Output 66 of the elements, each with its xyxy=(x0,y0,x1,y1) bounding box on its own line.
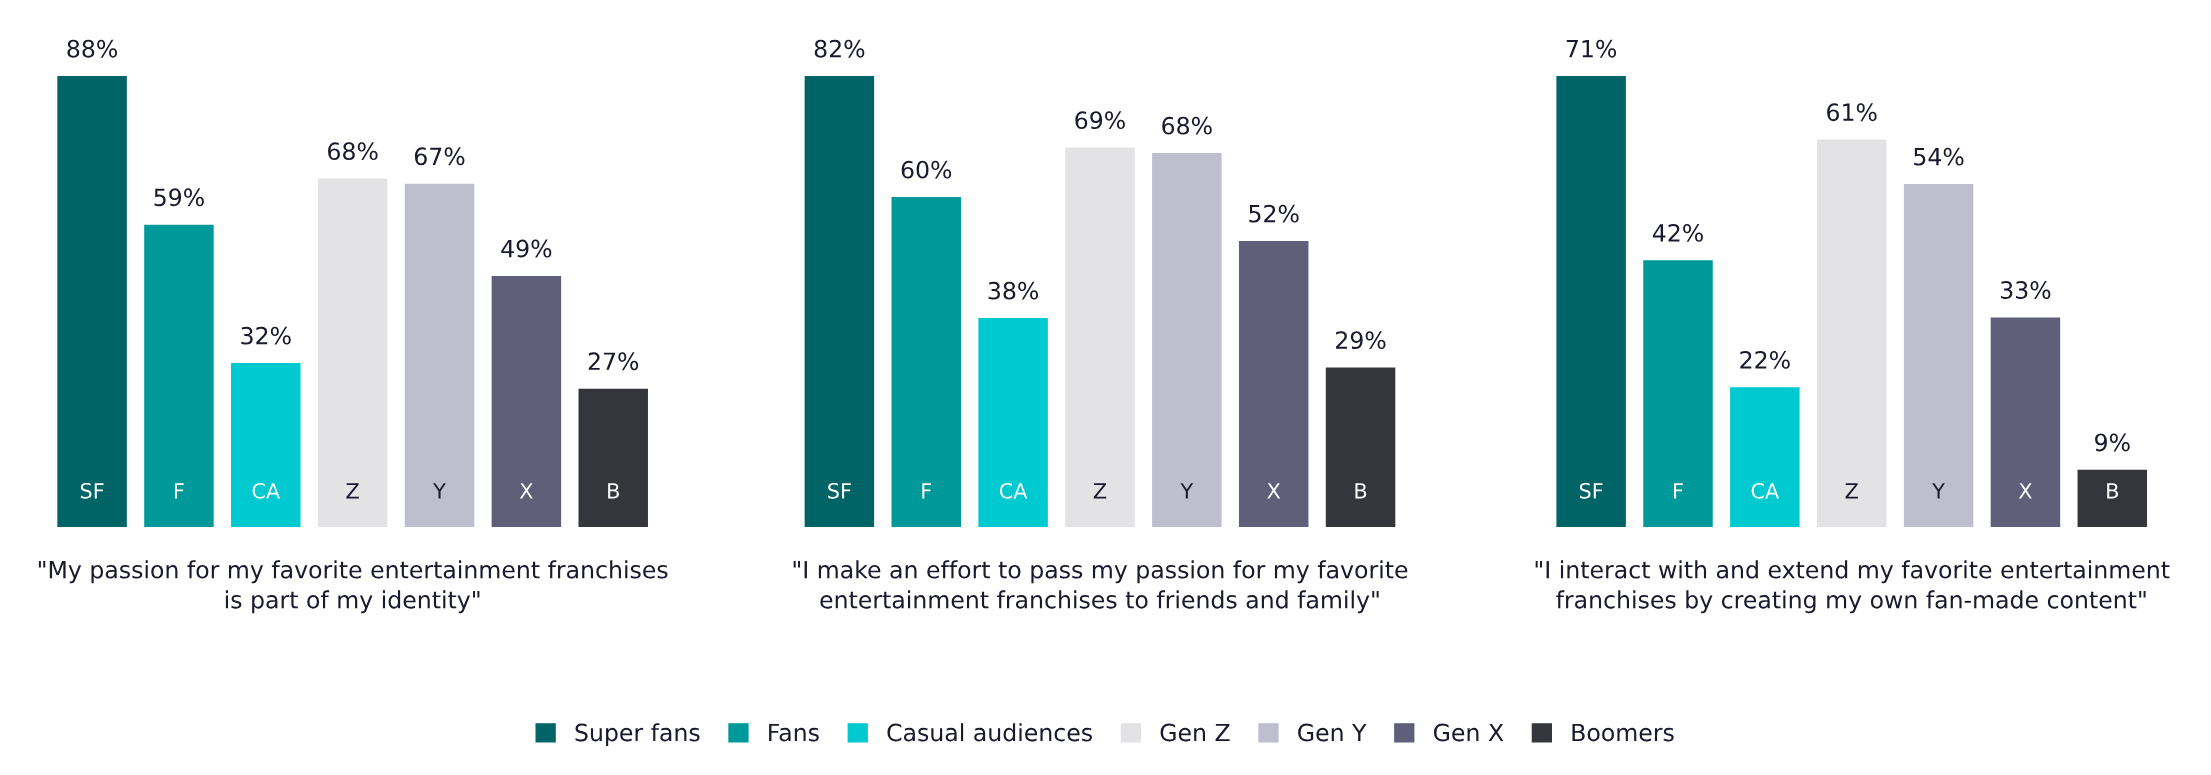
data-label: 52% xyxy=(1249,204,1299,223)
legend-label: Super fans xyxy=(575,723,700,746)
x-axis-title: "My passion for my favorite entertainment franchises is part of my identity" xyxy=(38,560,668,614)
data-label: 29% xyxy=(1336,331,1386,350)
data-label: 82% xyxy=(814,39,865,58)
data-label: 61% xyxy=(1827,103,1877,122)
legend-label: Casual audiences xyxy=(887,723,1092,742)
data-label: 88% xyxy=(67,39,118,58)
bar xyxy=(1816,139,1887,527)
data-label: 38% xyxy=(988,281,1039,300)
x-tick-label: Y xyxy=(1932,483,1945,499)
x-tick-label: X xyxy=(519,483,533,499)
x-tick-label: B xyxy=(1355,483,1367,499)
x-tick-label: B xyxy=(608,483,619,499)
data-label: 22% xyxy=(1740,350,1790,369)
x-tick-label: X xyxy=(2018,483,2032,499)
data-label: 59% xyxy=(154,188,204,207)
legend-label: Boomers xyxy=(1572,723,1674,742)
bar xyxy=(2077,469,2148,527)
bar xyxy=(144,224,214,527)
data-label: 49% xyxy=(501,239,552,258)
x-axis-title: "I interact with and extend my favorite entertainment franchises by creating my own fan-made content" xyxy=(1535,560,2170,614)
x-tick-label: X xyxy=(1267,483,1281,499)
x-tick-label: Z xyxy=(346,483,359,499)
x-axis-title: "I make an effort to pass my passion for my favorite entertainment franchises to friends and family" xyxy=(793,560,1408,614)
x-tick-label: Y xyxy=(433,483,446,499)
data-label: 32% xyxy=(241,326,291,345)
x-tick-label: F xyxy=(922,483,932,499)
bar xyxy=(317,178,388,527)
bar xyxy=(57,76,127,527)
bar xyxy=(1990,317,2061,527)
data-label: 27% xyxy=(588,352,639,371)
bar xyxy=(578,388,648,527)
x-tick-label: Y xyxy=(1180,483,1194,499)
bar xyxy=(1730,387,1800,527)
data-label: 33% xyxy=(2000,281,2051,299)
data-label: 60% xyxy=(901,160,952,179)
data-label: 9% xyxy=(2095,433,2130,452)
x-tick-label: SF xyxy=(828,482,851,499)
legend-label: Gen Y xyxy=(1298,723,1367,742)
data-label: 69% xyxy=(1075,111,1125,130)
legend-label: Gen Z xyxy=(1160,723,1230,742)
bar xyxy=(231,363,301,527)
bar xyxy=(1903,184,1974,527)
x-tick-label: SF xyxy=(1579,482,1603,499)
bar xyxy=(1643,260,1713,527)
bar xyxy=(1556,76,1626,527)
data-label: 71% xyxy=(1566,39,1617,58)
bar xyxy=(491,275,562,527)
x-tick-label: CA xyxy=(1751,482,1780,499)
legend-label: Fans xyxy=(769,723,819,742)
x-tick-label: B xyxy=(2107,483,2118,499)
legend-label: Gen X xyxy=(1433,723,1504,742)
x-tick-label: SF xyxy=(80,482,104,499)
x-tick-label: F xyxy=(174,483,184,499)
x-tick-label: CA xyxy=(999,482,1028,499)
data-label: 68% xyxy=(328,142,378,161)
data-label: 42% xyxy=(1652,223,1703,242)
x-tick-label: F xyxy=(1674,483,1683,499)
bar xyxy=(404,183,475,527)
data-label: 54% xyxy=(1914,147,1964,166)
x-tick-label: Z xyxy=(1845,483,1858,499)
data-label: 68% xyxy=(1162,116,1212,135)
x-tick-label: CA xyxy=(252,482,281,499)
data-label: 67% xyxy=(414,147,465,166)
x-tick-label: Z xyxy=(1093,483,1107,499)
